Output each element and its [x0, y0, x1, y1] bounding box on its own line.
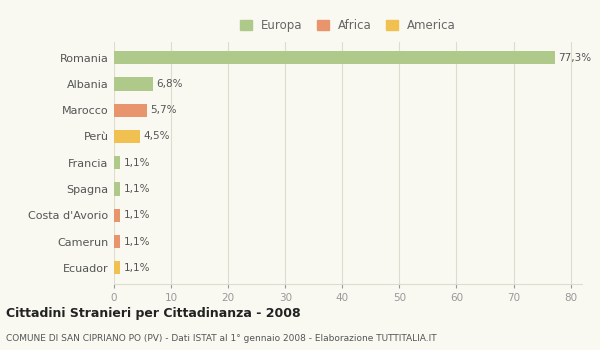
Text: 1,1%: 1,1%: [124, 263, 150, 273]
Bar: [114, 261, 120, 274]
Legend: Europa, Africa, America: Europa, Africa, America: [238, 16, 458, 34]
Bar: [114, 51, 555, 64]
Text: COMUNE DI SAN CIPRIANO PO (PV) - Dati ISTAT al 1° gennaio 2008 - Elaborazione TU: COMUNE DI SAN CIPRIANO PO (PV) - Dati IS…: [6, 334, 437, 343]
Bar: [114, 130, 140, 143]
Text: 4,5%: 4,5%: [143, 132, 170, 141]
Bar: [114, 235, 120, 248]
Bar: [114, 182, 120, 196]
Text: 77,3%: 77,3%: [559, 53, 592, 63]
Text: 1,1%: 1,1%: [124, 158, 150, 168]
Text: 6,8%: 6,8%: [156, 79, 183, 89]
Text: Cittadini Stranieri per Cittadinanza - 2008: Cittadini Stranieri per Cittadinanza - 2…: [6, 307, 301, 320]
Text: 1,1%: 1,1%: [124, 210, 150, 220]
Text: 1,1%: 1,1%: [124, 184, 150, 194]
Text: 1,1%: 1,1%: [124, 237, 150, 246]
Bar: [114, 104, 146, 117]
Text: 5,7%: 5,7%: [150, 105, 176, 115]
Bar: [114, 156, 120, 169]
Bar: [114, 77, 153, 91]
Bar: [114, 209, 120, 222]
